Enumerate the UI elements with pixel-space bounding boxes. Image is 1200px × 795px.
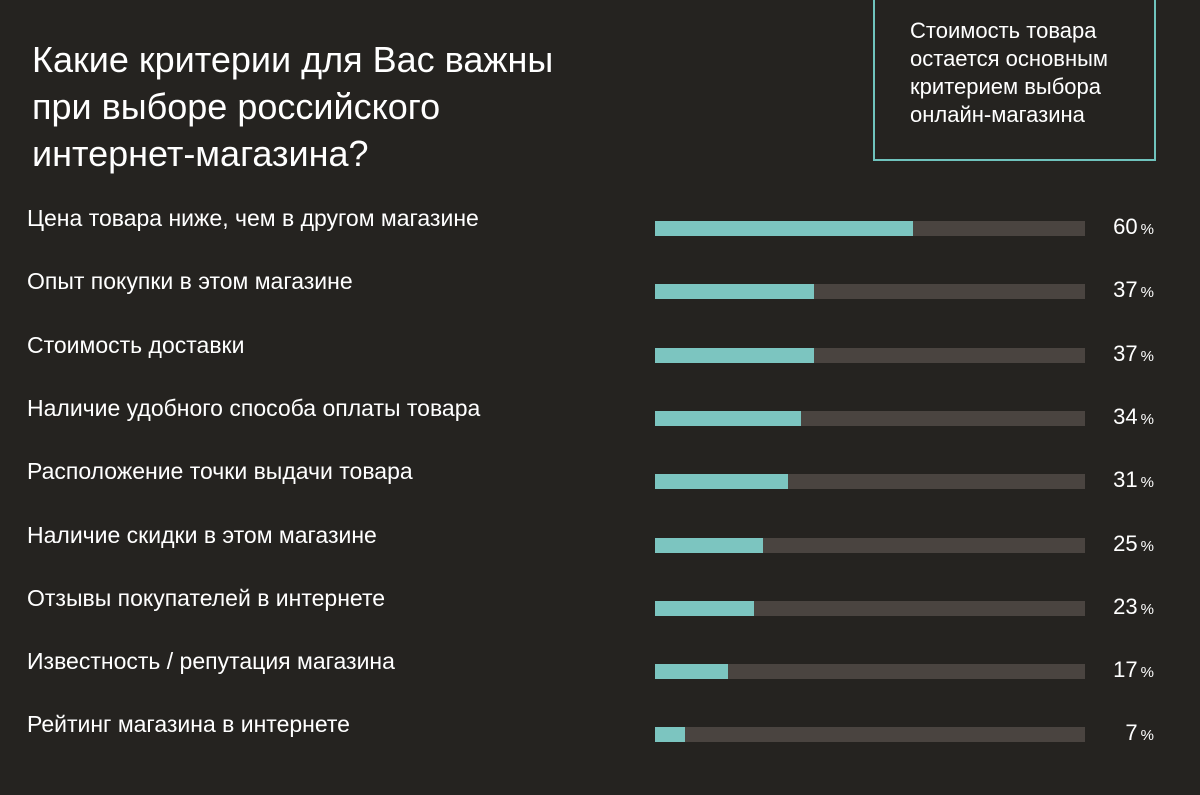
category-label: Рейтинг магазина в интернете [27, 711, 350, 738]
category-label: Наличие скидки в этом магазине [27, 521, 377, 548]
bar-track [655, 537, 1085, 553]
category-label: Наличие удобного способа оплаты товара [27, 394, 481, 421]
bar-row: Известность / репутация магазина 17% [0, 639, 1200, 682]
data-label-value: 34 [1113, 403, 1138, 429]
callout-line: онлайн-магазина [910, 102, 1085, 127]
callout-box: Стоимость товара остается основным крите… [873, 0, 1156, 161]
title-line: Какие критерии для Вас важны [32, 39, 554, 80]
bar-row: Опыт покупки в этом магазине 37% [0, 259, 1200, 302]
data-label-value: 7 [1125, 720, 1138, 746]
bar-row: Расположение точки выдачи товара 31% [0, 449, 1200, 492]
bar [655, 664, 729, 680]
data-label-unit: % [1140, 347, 1154, 365]
data-label-unit: % [1140, 727, 1154, 745]
bar-row: Отзывы покупателей в интернете 23% [0, 576, 1200, 619]
category-label: Расположение точки выдачи товара [27, 458, 413, 485]
data-label: 34% [1113, 404, 1154, 433]
data-label: 60% [1113, 214, 1154, 243]
data-label-unit: % [1140, 664, 1154, 682]
data-label-unit: % [1140, 600, 1154, 618]
bar [655, 221, 913, 236]
data-label-value: 37 [1113, 277, 1138, 303]
bar-row: Цена товара ниже, чем в другом магазине 6… [0, 196, 1200, 239]
data-label: 37% [1113, 341, 1154, 370]
bar-track [655, 410, 1085, 426]
bar-track [655, 347, 1085, 363]
bar [655, 727, 686, 743]
bar-chart: Цена товара ниже, чем в другом магазине 6… [0, 196, 1200, 776]
callout-line: остается основным [910, 46, 1109, 71]
data-label: 31% [1113, 467, 1154, 496]
data-label-unit: % [1140, 474, 1154, 492]
data-label-value: 23 [1113, 593, 1138, 619]
bar [655, 410, 802, 426]
chart-title: Какие критерии для Вас важны при выборе … [32, 36, 652, 177]
bar-track [655, 600, 1085, 616]
bar-row: Рейтинг магазина в интернете 7% [0, 702, 1200, 745]
bar-track [655, 474, 1085, 490]
title-line: интернет-магазина? [32, 133, 369, 174]
data-label-value: 60 [1113, 214, 1138, 239]
bar-row: Наличие удобного способа оплаты товара 34… [0, 386, 1200, 429]
bar-track [655, 664, 1085, 680]
category-label: Стоимость доставки [27, 331, 245, 358]
bar [655, 537, 763, 553]
title-line: при выборе российского [32, 86, 441, 127]
data-label: 7% [1125, 720, 1154, 749]
bar-row: Стоимость доставки 37% [0, 323, 1200, 366]
bar-track [655, 221, 1085, 236]
category-label: Отзывы покупателей в интернете [27, 584, 386, 611]
bar-row: Наличие скидки в этом магазине 25% [0, 513, 1200, 556]
callout-line: Стоимость товара [910, 18, 1097, 43]
data-label-value: 25 [1113, 530, 1138, 556]
bar [655, 284, 815, 300]
bar-track [655, 727, 1085, 743]
category-label: Цена товара ниже, чем в другом магазине [27, 205, 479, 231]
bar [655, 474, 789, 490]
bar [655, 600, 754, 616]
data-label: 17% [1113, 657, 1154, 686]
data-label-unit: % [1140, 221, 1154, 238]
callout-text: Стоимость товара остается основным крите… [910, 17, 1108, 129]
data-label-unit: % [1140, 410, 1154, 428]
bar [655, 347, 815, 363]
data-label-value: 37 [1113, 340, 1138, 366]
bar-track [655, 284, 1085, 300]
data-label: 25% [1113, 531, 1154, 560]
data-label-unit: % [1140, 284, 1154, 302]
data-label-value: 31 [1113, 467, 1138, 493]
category-label: Опыт покупки в этом магазине [27, 268, 353, 295]
category-label: Известность / репутация магазина [27, 648, 395, 675]
data-label: 37% [1113, 277, 1154, 306]
data-label: 23% [1113, 594, 1154, 623]
data-label-value: 17 [1113, 657, 1138, 683]
data-label-unit: % [1140, 537, 1154, 555]
callout-line: критерием выбора [910, 74, 1102, 99]
